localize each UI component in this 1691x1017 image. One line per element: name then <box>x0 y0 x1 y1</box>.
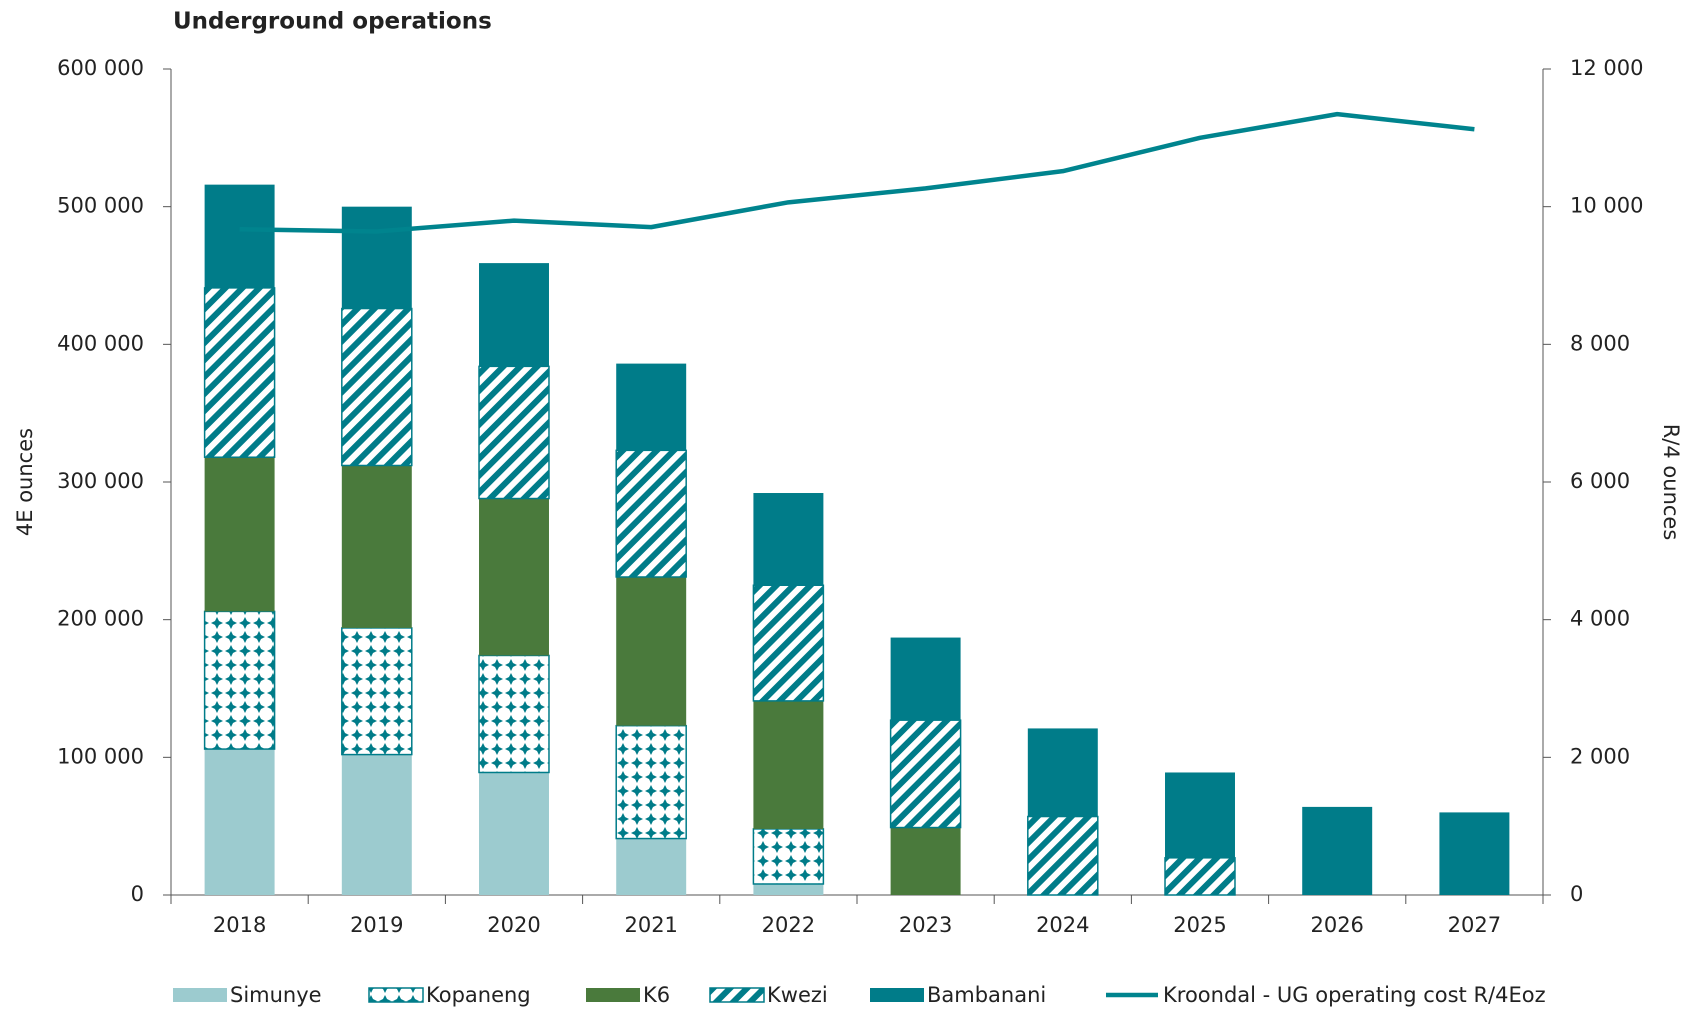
bar-segment <box>616 576 687 726</box>
legend-label: Kroondal - UG operating cost R/4Eoz <box>1163 983 1546 1007</box>
x-tick-label: 2027 <box>1448 913 1501 937</box>
legend-swatch <box>586 988 640 1002</box>
y-tick-label: 0 <box>131 882 144 906</box>
x-tick-label: 2020 <box>487 913 540 937</box>
bar-segment <box>890 827 961 895</box>
y2-tick-label: 6 000 <box>1570 469 1630 493</box>
bar-segment <box>1027 815 1099 896</box>
legend-swatch <box>709 987 765 1003</box>
bar-segment <box>890 637 961 721</box>
bar-segment <box>1027 728 1098 817</box>
legend-swatch <box>368 987 424 1003</box>
legend-label: K6 <box>643 983 670 1007</box>
x-tick-label: 2024 <box>1036 913 1089 937</box>
legend-label: Kwezi <box>767 983 828 1007</box>
legend-label: Kopaneng <box>426 983 531 1007</box>
bar-segment <box>341 206 412 309</box>
bar-segment <box>753 883 824 895</box>
bar-segment <box>752 828 825 885</box>
y2-tick-label: 2 000 <box>1570 744 1630 768</box>
bar-segment <box>479 498 549 656</box>
bar-segment <box>752 584 825 702</box>
legend-label: Bambanani <box>927 983 1046 1007</box>
y-axis-label: 4E ounces <box>13 428 37 536</box>
bar-segment <box>479 263 549 367</box>
legend-label: Simunye <box>230 983 322 1007</box>
bar-segment <box>616 363 687 451</box>
line-series <box>239 111 1475 234</box>
y-tick-label: 200 000 <box>57 607 144 631</box>
y2-axis-label: R/4 ounces <box>1659 424 1683 541</box>
bar-segment <box>1165 772 1235 858</box>
bar-segment <box>341 307 413 467</box>
x-tick-label: 2021 <box>624 913 677 937</box>
bar-segment <box>615 449 687 578</box>
chart-title: Underground operations <box>173 9 492 35</box>
bar-segment <box>341 465 412 628</box>
x-tick-label: 2018 <box>213 913 266 937</box>
bar-segment <box>478 365 550 500</box>
bar-segment <box>753 493 824 586</box>
x-tick-label: 2026 <box>1310 913 1363 937</box>
legend-swatch <box>870 988 924 1002</box>
x-tick-label: 2019 <box>350 913 403 937</box>
y-tick-label: 400 000 <box>57 331 144 355</box>
bar-segment <box>204 184 275 288</box>
bar-segment <box>204 457 275 612</box>
bar-segment <box>616 838 687 895</box>
bar-segment <box>203 287 276 458</box>
x-tick-label: 2025 <box>1173 913 1226 937</box>
bar-segment <box>341 754 412 895</box>
bar-segment <box>889 719 962 829</box>
bar-segment <box>615 724 687 840</box>
bar-segment <box>753 700 824 829</box>
y2-tick-label: 10 000 <box>1570 194 1643 218</box>
y2-tick-label: 0 <box>1570 882 1583 906</box>
y2-tick-label: 4 000 <box>1570 607 1630 631</box>
y-tick-label: 500 000 <box>57 194 144 218</box>
bar-segment <box>479 772 549 895</box>
bar-segment <box>1164 857 1236 896</box>
y-tick-label: 300 000 <box>57 469 144 493</box>
bar-segment <box>1302 806 1373 895</box>
y-tick-label: 600 000 <box>57 56 144 80</box>
y-tick-label: 100 000 <box>57 744 144 768</box>
y2-tick-label: 8 000 <box>1570 331 1630 355</box>
bar-segment <box>203 610 276 750</box>
y2-tick-label: 12 000 <box>1570 56 1643 80</box>
x-tick-label: 2022 <box>762 913 815 937</box>
x-tick-label: 2023 <box>899 913 952 937</box>
legend-swatch <box>173 988 227 1002</box>
bar-segment <box>478 654 550 774</box>
bar-segment <box>204 749 275 895</box>
bar-segment <box>1439 812 1510 895</box>
bar-segment <box>341 627 413 756</box>
